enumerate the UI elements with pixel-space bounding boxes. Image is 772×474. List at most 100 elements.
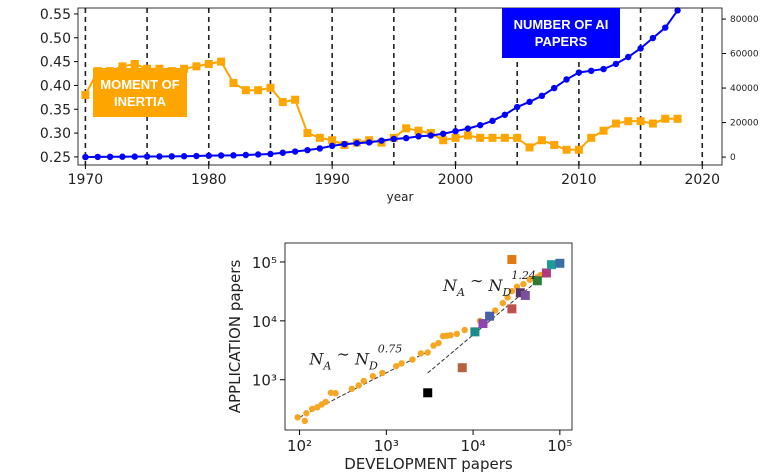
point (551, 84, 558, 92)
point (673, 114, 682, 123)
x-tick-label: 2000 (438, 172, 474, 188)
point (379, 369, 386, 377)
point (636, 117, 645, 126)
point (538, 92, 546, 100)
point (546, 260, 556, 270)
point (278, 98, 287, 107)
point (254, 151, 262, 158)
point (94, 153, 101, 161)
point (504, 294, 511, 301)
point (390, 135, 398, 143)
point (316, 145, 324, 152)
point (415, 133, 422, 140)
y-tick-label: 0.50 (40, 31, 71, 47)
x-tick-label: 1990 (314, 172, 350, 188)
point (612, 60, 620, 68)
x-axis-label: year (387, 190, 414, 204)
y2-tick-label: 20000 (730, 119, 759, 129)
point (180, 153, 188, 160)
annotation-part: 1.24 (511, 269, 535, 282)
point (562, 145, 571, 154)
point (648, 119, 657, 128)
point (365, 139, 373, 146)
point (513, 133, 522, 142)
y-tick-label: 10³ (252, 372, 277, 390)
point (355, 382, 362, 389)
point (526, 98, 533, 106)
point (424, 349, 431, 356)
point (430, 342, 437, 349)
point (439, 136, 448, 145)
point (193, 152, 200, 160)
plot-frame (284, 242, 573, 431)
point (624, 117, 633, 126)
y-tick-label: 10⁴ (252, 313, 277, 331)
point (156, 153, 163, 160)
point (254, 86, 263, 95)
point (461, 326, 468, 334)
point (119, 153, 126, 160)
point (118, 62, 127, 71)
point (587, 133, 596, 142)
x-tick-label: 10⁵ (547, 437, 572, 455)
annotation-part: D (368, 360, 378, 373)
x-tick-label: 2020 (684, 172, 720, 188)
point (674, 7, 681, 14)
point (520, 280, 527, 288)
annotation-part: N (442, 276, 458, 295)
point (402, 134, 410, 142)
point (470, 327, 480, 337)
point (611, 119, 620, 128)
point (229, 79, 238, 88)
point (303, 410, 310, 417)
point (409, 356, 416, 363)
point (575, 69, 583, 76)
point (294, 414, 301, 421)
point (525, 143, 534, 152)
y2-tick-label: 60000 (730, 50, 759, 60)
y-tick-label: 0.25 (40, 150, 71, 166)
point (520, 290, 530, 300)
x-tick-label: 10⁴ (461, 437, 486, 455)
point (192, 62, 201, 71)
point (398, 360, 405, 367)
point (500, 133, 509, 142)
point (279, 149, 286, 156)
point (501, 111, 509, 118)
point (417, 350, 425, 357)
point (341, 140, 348, 148)
point (205, 152, 212, 159)
point (267, 150, 274, 158)
point (315, 133, 324, 142)
point (360, 377, 367, 385)
point (532, 276, 542, 286)
point (476, 121, 484, 129)
point (322, 398, 329, 406)
point (353, 140, 361, 147)
point (378, 137, 385, 144)
y2-tick-label: 0 (730, 153, 736, 163)
point (600, 65, 607, 73)
point (514, 103, 521, 111)
point (541, 268, 551, 278)
point (402, 124, 411, 133)
y-tick-label: 0.40 (40, 78, 71, 94)
point (599, 126, 608, 135)
point (309, 405, 316, 413)
point (291, 148, 299, 155)
point (526, 276, 533, 283)
point (563, 76, 570, 83)
point (439, 130, 447, 137)
point (451, 133, 460, 142)
point (304, 146, 311, 154)
point (662, 24, 669, 31)
point (508, 287, 516, 295)
point (507, 255, 517, 265)
point (291, 95, 300, 104)
point (457, 363, 467, 373)
y-tick-label: 0.55 (40, 7, 71, 23)
point (537, 136, 546, 145)
point (82, 153, 89, 161)
y-tick-label: 10⁵ (252, 254, 277, 272)
